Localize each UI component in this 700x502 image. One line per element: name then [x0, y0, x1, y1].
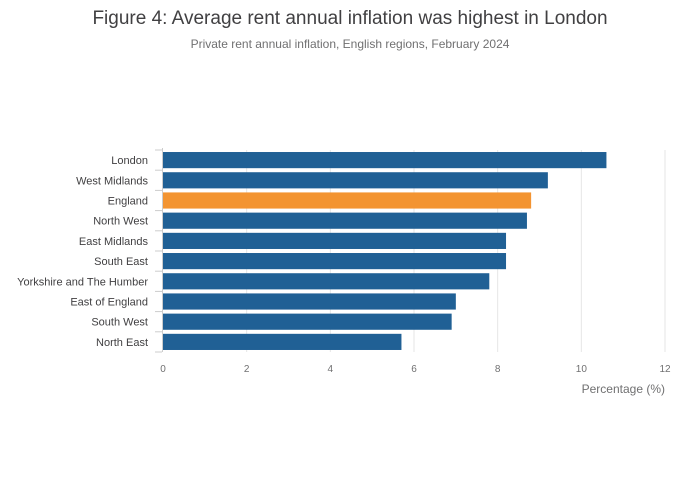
category-label: East of England	[70, 297, 148, 309]
bar	[163, 192, 532, 209]
chart-title: Figure 4: Average rent annual inflation …	[92, 8, 607, 29]
category-label: Yorkshire and The Humber	[17, 276, 148, 288]
category-label: South East	[94, 256, 148, 268]
x-tick-label: 12	[659, 364, 671, 375]
x-tick-label: 6	[411, 364, 417, 375]
x-tick-label: 0	[160, 364, 166, 375]
x-tick-label: 2	[244, 364, 250, 375]
bar	[163, 273, 490, 290]
bar	[163, 253, 507, 270]
bar	[163, 313, 452, 330]
category-label: England	[108, 196, 148, 208]
bar	[163, 152, 607, 169]
chart-subtitle: Private rent annual inflation, English r…	[191, 37, 510, 51]
x-tick-label: 4	[328, 364, 334, 375]
bars	[163, 152, 607, 350]
bar	[163, 212, 527, 229]
category-label: North East	[96, 337, 148, 349]
bar	[163, 293, 456, 310]
category-label: North West	[93, 216, 148, 228]
x-tick-label: 8	[495, 364, 501, 375]
category-label: East Midlands	[79, 236, 149, 248]
bar	[163, 172, 548, 189]
category-label: South West	[91, 317, 148, 329]
x-tick-labels: 0 2 4 6 8 10 12	[160, 364, 671, 375]
category-label: London	[111, 155, 148, 167]
x-tick-label: 10	[576, 364, 588, 375]
bar	[163, 232, 507, 249]
bar	[163, 333, 402, 350]
category-label: West Midlands	[76, 175, 148, 187]
category-labels: London West Midlands England North West East…	[17, 149, 162, 353]
x-axis-title: Percentage (%)	[582, 382, 665, 396]
